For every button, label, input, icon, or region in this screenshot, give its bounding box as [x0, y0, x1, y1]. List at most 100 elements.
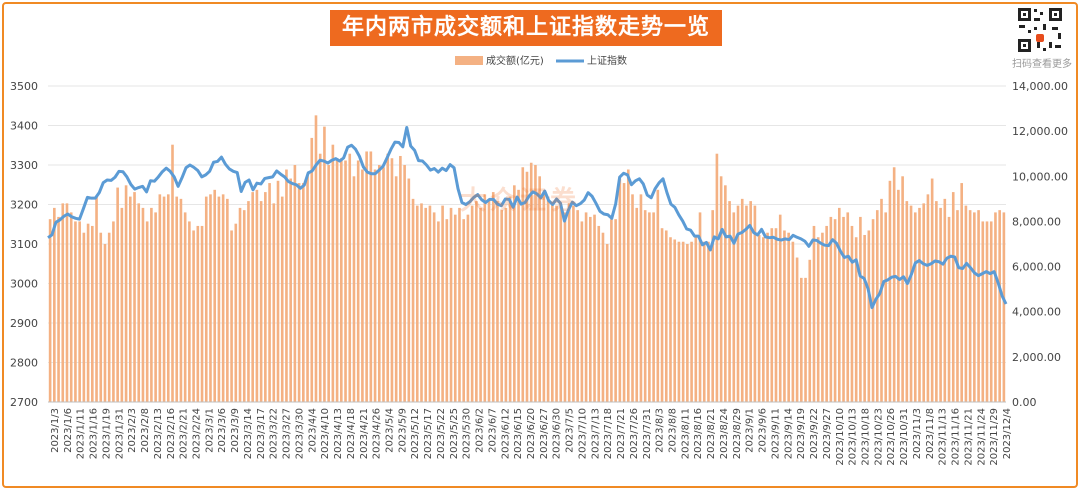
volume-bar	[745, 205, 748, 402]
x-tick-label: 2023/1/31	[114, 408, 125, 459]
volume-bar	[162, 196, 166, 402]
volume-bar	[935, 201, 938, 402]
qr-code-icon	[1016, 6, 1064, 54]
volume-bar	[698, 212, 702, 402]
volume-bar	[188, 221, 191, 402]
volume-bar	[740, 198, 744, 402]
volume-bar	[753, 205, 757, 402]
volume-bar	[394, 176, 398, 402]
volume-bar	[770, 228, 774, 402]
x-tick-label: 2023/4/10	[320, 408, 331, 459]
x-tick-label: 2023/10/18	[860, 408, 871, 466]
volume-bar	[432, 212, 436, 402]
volume-bar	[183, 212, 187, 402]
x-tick-label: 2023/3/6	[217, 408, 228, 453]
volume-bar	[171, 144, 174, 402]
x-tick-label: 2023/8/29	[732, 408, 743, 459]
right-tick-label: 4,000.00	[1012, 306, 1061, 319]
volume-bar	[681, 241, 685, 402]
volume-bar	[458, 207, 461, 402]
volume-bar	[800, 277, 803, 402]
x-tick-label: 2023/10/31	[899, 408, 910, 466]
volume-bar	[521, 167, 525, 402]
volume-bar	[783, 230, 786, 402]
volume-bar	[833, 219, 837, 402]
volume-bar	[994, 212, 997, 402]
volume-bar	[926, 194, 930, 402]
volume-bar	[593, 214, 596, 402]
volume-bar	[871, 219, 875, 402]
volume-bar	[525, 171, 529, 402]
x-tick-label: 2023/11/24	[976, 408, 987, 466]
volume-bar	[166, 194, 170, 402]
volume-bar	[787, 232, 790, 402]
volume-bar	[466, 214, 470, 402]
volume-bar	[335, 158, 339, 402]
volume-bar	[707, 241, 710, 402]
volume-bar	[302, 183, 305, 402]
volume-bar	[133, 192, 136, 402]
volume-bar	[285, 169, 288, 402]
x-tick-label: 2023/1/3	[50, 408, 61, 453]
volume-bar	[551, 203, 554, 402]
volume-bar	[555, 205, 558, 402]
volume-bar	[648, 212, 651, 402]
volume-bar	[99, 232, 103, 402]
x-tick-label: 2023/6/12	[500, 408, 511, 459]
volume-bar	[850, 225, 854, 402]
x-tick-label: 2023/6/15	[513, 408, 524, 459]
volume-bar	[340, 158, 343, 402]
volume-bar	[643, 210, 647, 402]
x-tick-label: 2023/9/11	[770, 408, 781, 459]
volume-bar	[209, 194, 212, 402]
volume-bar	[145, 221, 149, 402]
volume-bar	[128, 196, 132, 402]
volume-bar	[137, 203, 141, 402]
volume-bar	[234, 223, 238, 402]
volume-bar	[1002, 212, 1006, 402]
volume-bar	[563, 212, 567, 402]
volume-bar	[91, 225, 94, 402]
volume-bar	[715, 153, 719, 402]
volume-bar	[65, 203, 69, 402]
volume-bar	[880, 198, 883, 402]
volume-bar	[441, 205, 444, 402]
volume-bar	[276, 180, 280, 402]
x-tick-label: 2023/4/18	[346, 408, 357, 459]
volume-bar	[221, 194, 225, 402]
volume-bar	[529, 162, 533, 402]
volume-bar	[517, 189, 520, 402]
volume-bar	[572, 205, 575, 402]
volume-bar	[538, 176, 541, 402]
volume-bar	[960, 183, 963, 402]
x-tick-label: 2023/5/25	[449, 408, 460, 459]
volume-bar	[546, 196, 550, 402]
volume-bar	[116, 187, 119, 402]
volume-bar	[158, 194, 162, 402]
volume-bar	[445, 219, 449, 402]
volume-bar	[677, 241, 681, 402]
volume-bar	[795, 257, 799, 402]
volume-bar	[614, 219, 617, 402]
volume-bar	[981, 221, 985, 402]
volume-bar	[930, 178, 934, 402]
right-tick-label: 14,000.00	[1012, 80, 1068, 93]
volume-bar	[259, 201, 263, 402]
volume-bar	[694, 237, 698, 402]
x-tick-label: 2023/7/5	[565, 408, 576, 453]
volume-bar	[749, 201, 752, 402]
x-tick-label: 2023/1/16	[89, 408, 100, 459]
left-tick-label: 3100	[10, 238, 38, 251]
volume-bar	[306, 176, 309, 402]
x-tick-label: 2023/11/13	[938, 408, 949, 466]
right-tick-label: 10,000.00	[1012, 170, 1068, 183]
volume-bar	[280, 196, 284, 402]
volume-bar	[74, 221, 77, 402]
volume-bar	[344, 160, 347, 402]
volume-bar	[78, 221, 81, 402]
x-tick-label: 2023/10/13	[848, 408, 859, 466]
volume-bar	[424, 207, 428, 402]
volume-bar	[124, 185, 128, 402]
volume-bar	[462, 219, 466, 402]
x-tick-label: 2023/8/24	[719, 408, 730, 459]
